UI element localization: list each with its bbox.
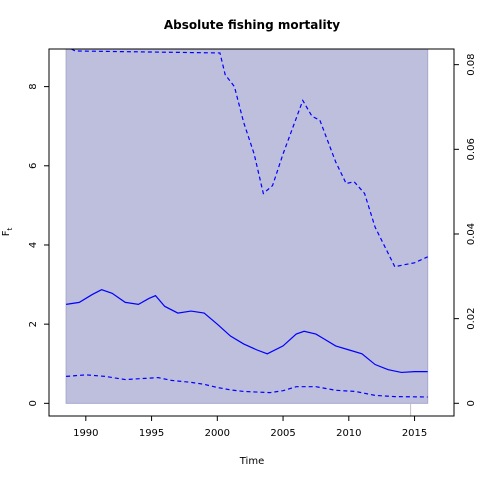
- y-axis: 0 2 4 6 8: [28, 83, 49, 407]
- y2-tick-label: 0.02: [466, 308, 477, 330]
- x-axis-label: Time: [239, 456, 264, 467]
- series-group: [66, 49, 428, 398]
- x-tick-label: 2000: [205, 428, 230, 439]
- confidence-band: [65, 49, 429, 404]
- y-tick-label: 2: [28, 321, 39, 327]
- series-line-2: [66, 374, 428, 398]
- y-axis-label-main: F: [1, 230, 12, 236]
- y-tick-label: 0: [28, 400, 39, 406]
- y2-tick-label: 0.06: [466, 138, 477, 160]
- x-tick-label: 2015: [402, 428, 427, 439]
- x-tick-label: 2010: [336, 428, 361, 439]
- y2-axis: 0 0.02 0.04 0.06 0.08: [454, 54, 477, 406]
- x-tick-label: 2005: [270, 428, 295, 439]
- series-line-1: [66, 289, 428, 374]
- y-tick-label: 8: [28, 83, 39, 89]
- y-axis-label-subscript: t: [6, 227, 14, 230]
- y-axis-label: Ft: [1, 227, 14, 236]
- series-line-3: [71, 49, 428, 268]
- y-tick-label: 6: [28, 163, 39, 169]
- plot-frame: [48, 48, 455, 417]
- y2-tick-label: 0: [466, 400, 477, 406]
- y2-tick-label: 0.04: [466, 223, 477, 245]
- y2-tick-label: 0.08: [466, 54, 477, 76]
- x-tick-label: 1990: [73, 428, 98, 439]
- x-axis: 1990 1995 2000 2005 2010 2015: [73, 416, 427, 439]
- chart-title: Absolute fishing mortality: [164, 18, 340, 32]
- y-tick-label: 4: [28, 242, 39, 248]
- x-tick-label: 1995: [139, 428, 164, 439]
